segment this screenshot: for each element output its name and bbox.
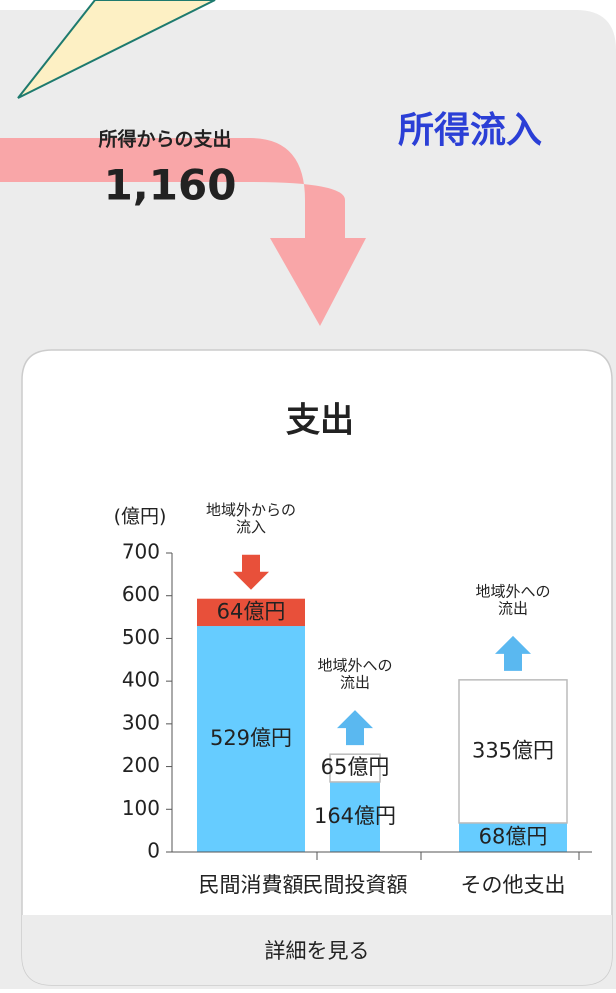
x-tick-label: その他支出 (461, 873, 566, 897)
footer-button[interactable]: 詳細を見る (265, 939, 370, 963)
value-label: 64億円 (217, 599, 286, 623)
y-axis-label: (億円) (114, 506, 167, 528)
inflow-title: 所得流入 (398, 110, 542, 151)
y-tick-label: 400 (122, 668, 160, 692)
annotation-arrow (337, 710, 373, 746)
bar-segment (458, 679, 568, 824)
chart-title: 支出 (286, 401, 354, 441)
y-tick-label: 500 (122, 625, 160, 649)
y-tick-label: 0 (147, 839, 160, 863)
annotation-text: 地域外への (317, 657, 392, 675)
value-label: 335億円 (472, 738, 554, 762)
bar-segment (459, 822, 567, 852)
annotation-arrow (233, 554, 269, 590)
x-tick-label: 民間消費額 (199, 873, 304, 897)
annotation-text: 流出 (340, 674, 370, 692)
bar-segment (197, 626, 305, 852)
y-tick-label: 100 (122, 796, 160, 820)
annotation-arrow (495, 635, 531, 671)
annotation-text: 地域外への (475, 582, 550, 600)
y-tick-label: 300 (122, 710, 160, 734)
callout (17, 0, 216, 99)
y-tick-label: 200 (122, 753, 160, 777)
annotation-text: 流入 (236, 518, 266, 536)
x-tick-label: 民間投資額 (303, 873, 408, 897)
footer[interactable] (22, 915, 612, 985)
flow-value: 1,160 (104, 161, 237, 210)
value-label: 164億円 (314, 804, 396, 828)
y-tick-label: 600 (122, 582, 160, 606)
bar-segment (197, 598, 305, 627)
y-tick-label: 700 (122, 540, 160, 564)
annotation-text: 地域外からの (206, 501, 296, 519)
flow-arrow (0, 138, 366, 326)
bar-segment (329, 753, 381, 783)
value-label: 65億円 (321, 755, 390, 779)
value-label: 529億円 (210, 726, 292, 750)
bar-segment (330, 781, 380, 852)
flow-label: 所得からの支出 (98, 128, 231, 151)
value-label: 68億円 (479, 824, 548, 848)
annotation-text: 流出 (498, 599, 528, 617)
